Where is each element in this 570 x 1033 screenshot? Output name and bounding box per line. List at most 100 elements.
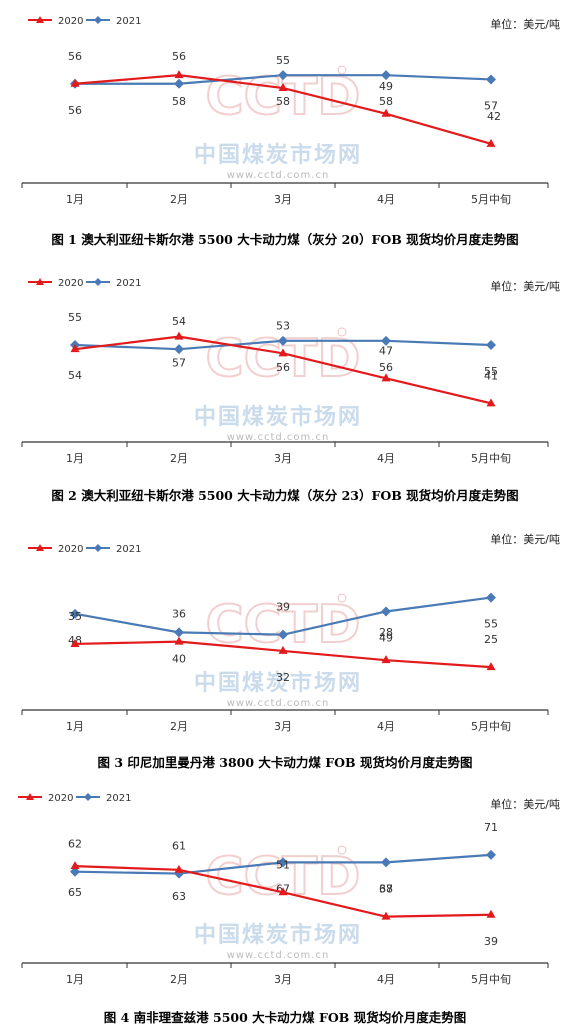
data-label-2020-5: 39 [484,935,498,948]
data-label-2020-2: 63 [172,890,186,903]
x-tick-label-3: 3月 [274,720,292,733]
point-2021-3 [278,335,288,346]
point-2021-2 [174,78,184,89]
series-2020: 56 58 55 49 42 [68,54,501,147]
x-tick-label-5: 5月中旬 [471,452,511,465]
data-label-2020-3: 53 [276,319,290,332]
data-label-2020-2: 36 [172,608,186,621]
registered-mark [337,593,347,603]
point-2020-1 [70,638,80,647]
data-label-2020-5: 42 [487,110,501,123]
data-label-2021-3: 39 [276,601,290,614]
x-tick-label-2: 2月 [170,720,188,733]
legend-2020-label: 2020 [58,16,83,27]
point-2020-2 [174,331,184,340]
legend-2021-label: 2021 [116,16,141,27]
registered-mark [337,845,347,855]
legend-2020-label: 2020 [48,793,73,804]
data-label-2021-2: 56 [172,50,186,63]
point-2020-5 [486,909,496,918]
chart-panel-3: CCTD 中国煤炭市场网 www.cctd.com.cn 2020 2021 单位：美元/… [0,528,570,778]
x-tick-label-4: 4月 [377,452,395,465]
data-label-2021-4: 56 [379,361,393,374]
watermark-url: www.cctd.com.cn [227,698,330,709]
point-2021-5 [486,592,496,603]
point-2020-2 [174,636,184,645]
legend-2021-marker [84,793,92,801]
point-2020-3 [278,645,288,654]
legend-2021-label: 2021 [116,544,141,555]
unit-label: 单位：美元/吨 [490,17,560,31]
point-2021-1 [70,608,80,619]
point-2020-4 [381,373,391,382]
point-2020-3 [278,887,288,896]
point-2020-4 [381,911,391,920]
watermark-url: www.cctd.com.cn [227,950,330,961]
point-2020-3 [278,348,288,357]
data-label-2020-1: 54 [68,369,82,382]
data-label-2021-1: 55 [68,311,82,324]
registered-mark [337,327,347,337]
chart-panel-4: CCTD 中国煤炭市场网 www.cctd.com.cn 2020 2021 单位：美元/… [0,780,570,1033]
watermark-cn: 中国煤炭市场网 [194,670,362,696]
data-label-2020-1: 56 [68,104,82,117]
point-2021-3 [278,629,288,640]
legend-2021-label: 2021 [106,793,131,804]
x-axis: 1月 2月 3月 4月 5月中旬 [21,182,549,206]
data-label-2020-4: 28 [379,626,393,639]
chart-4: CCTD 中国煤炭市场网 www.cctd.com.cn 2020 2021 单位：美元/… [18,793,560,986]
chart-panel-1: CCTD 中国煤炭市场网 www.cctd.com.cn 2020 2021 单位：美元/… [0,0,570,260]
x-tick-label-1: 1月 [66,193,84,206]
legend: 2020 2021 [18,793,131,804]
x-tick-label-3: 3月 [274,193,292,206]
data-label-2020-5: 25 [484,633,498,646]
data-label-2020-3: 32 [276,671,290,684]
watermark-cn: 中国煤炭市场网 [194,922,362,948]
point-2021-5 [486,340,496,350]
data-label-2021-5: 57 [484,99,498,112]
x-axis: 1月 2月 3月 4月 5月中旬 [21,962,549,986]
legend: 2020 2021 [28,278,141,289]
series-2021: 55 54 56 56 55 [68,311,498,378]
legend-2020-label: 2020 [58,544,83,555]
point-2021-3 [278,857,288,868]
watermark-cn: 中国煤炭市场网 [194,142,362,168]
data-label-2020-3: 55 [276,54,290,67]
data-label-2020-5: 41 [484,369,498,382]
data-label-2020-1: 35 [68,610,82,623]
point-2020-2 [174,864,184,873]
watermark-url: www.cctd.com.cn [227,170,330,181]
legend-2021-marker [94,16,102,24]
x-tick-label-5: 5月中旬 [471,720,511,733]
point-2021-1 [70,866,80,877]
point-2020-1 [70,861,80,870]
watermark-logo: CCTD [206,847,361,907]
unit-label: 单位：美元/吨 [490,279,560,293]
x-tick-label-2: 2月 [170,193,188,206]
watermark: CCTD 中国煤炭市场网 www.cctd.com.cn [194,845,362,961]
point-2021-2 [174,868,184,879]
legend-2020-label: 2020 [58,278,83,289]
x-tick-label-1: 1月 [66,720,84,733]
series-2020: 54 57 53 47 41 [68,319,498,407]
chart-caption-2: 图 2 澳大利亚纽卡斯尔港 5500 大卡动力煤（灰分 23）FOB 现货均价月… [51,488,519,503]
data-label-2021-3: 56 [276,361,290,374]
data-label-2021-2: 61 [172,840,186,853]
point-2020-1 [70,344,80,353]
point-2021-5 [486,849,496,860]
point-2021-5 [486,74,496,85]
x-tick-label-2: 2月 [170,973,188,986]
x-tick-label-4: 4月 [377,973,395,986]
x-tick-label-4: 4月 [377,193,395,206]
x-tick-label-3: 3月 [274,452,292,465]
point-2021-4 [381,70,391,81]
data-label-2020-4: 49 [379,80,393,93]
x-tick-label-1: 1月 [66,452,84,465]
data-label-2020-4: 38 [379,883,393,896]
data-label-2021-1: 56 [68,50,82,63]
legend-2020-marker [36,544,44,551]
data-label-2020-2: 57 [172,357,186,370]
